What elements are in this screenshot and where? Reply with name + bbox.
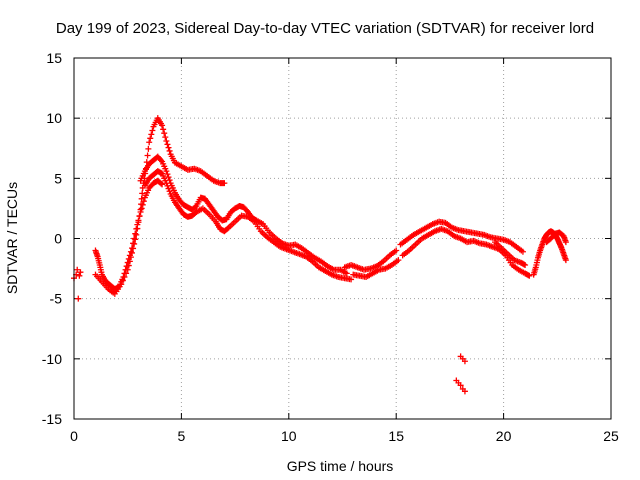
data-point [146,139,153,146]
data-point [163,138,170,145]
data-point [119,277,126,284]
y-tick-label: -15 [42,411,62,427]
data-point [123,270,130,277]
data-point [165,174,172,181]
y-tick-label: 0 [54,231,62,247]
data-point [522,261,529,268]
data-point [562,257,569,264]
data-point [131,235,138,242]
data-point [144,152,151,159]
data-point [121,274,128,281]
data-point [161,130,168,137]
data-point [145,145,152,152]
data-point [221,180,228,187]
data-point [164,141,171,148]
data-point [461,388,468,395]
data-point [118,281,125,288]
data-point [457,382,464,389]
plot-frame [73,57,612,420]
data-point [159,122,166,129]
data-point [162,134,169,141]
data-point [128,249,135,256]
data-point [395,257,402,264]
y-tick-label: 10 [46,110,62,126]
x-tick-label: 15 [388,428,404,444]
data-point [138,195,145,202]
grid [74,58,611,419]
y-axis-label: SDTVAR / TECUs [4,182,20,294]
data-point [124,266,131,273]
data-point [519,248,526,255]
x-tick-label: 10 [281,428,297,444]
data-point [133,231,140,238]
x-axis-label: GPS time / hours [287,458,394,474]
data-point [165,185,172,192]
data-point [76,272,83,279]
y-tick-label: -10 [42,351,62,367]
y-tick-label: 5 [54,170,62,186]
chart-title: Day 199 of 2023, Sidereal Day-to-day VTE… [56,20,594,37]
data-point [134,225,141,232]
data-point [159,181,166,188]
data-point [126,258,133,265]
data-point [160,126,167,133]
data-point [132,230,139,237]
data-point [192,203,199,210]
data-point [149,127,156,134]
axis-ticks: 0 5 10 15 20 25 -15 -10 -5 0 5 10 15 [42,50,619,444]
data-point [125,262,132,269]
data-point [157,157,164,164]
data-point [348,276,355,283]
data-point [137,206,144,213]
data-point [131,240,138,247]
data-point [163,180,170,187]
data-point [135,219,142,226]
data-point [138,201,145,208]
data-point [166,147,173,154]
data-point [74,266,81,273]
data-point [526,272,533,279]
data-point [393,247,400,254]
data-point [127,254,134,261]
data-point [148,131,155,138]
x-tick-label: 20 [496,428,512,444]
data-point [136,212,143,219]
data-point [127,248,134,255]
x-tick-label: 0 [70,428,78,444]
data-point [562,239,569,246]
data-point [164,171,171,178]
data-point [139,190,146,197]
data-point [461,358,468,365]
data-point [166,188,173,195]
y-tick-label: -5 [50,291,63,307]
data-point [77,269,84,276]
y-tick-label: 15 [46,50,62,66]
data-point [132,236,139,243]
data-point [343,270,350,277]
data-point [163,168,170,175]
data-point [157,180,164,187]
data-point [130,245,137,252]
data-points [71,115,569,395]
x-tick-label: 5 [178,428,186,444]
data-point [164,182,171,189]
x-tick-label: 25 [603,428,619,444]
data-point [75,295,82,302]
data-point [165,144,172,151]
data-point [147,135,154,142]
